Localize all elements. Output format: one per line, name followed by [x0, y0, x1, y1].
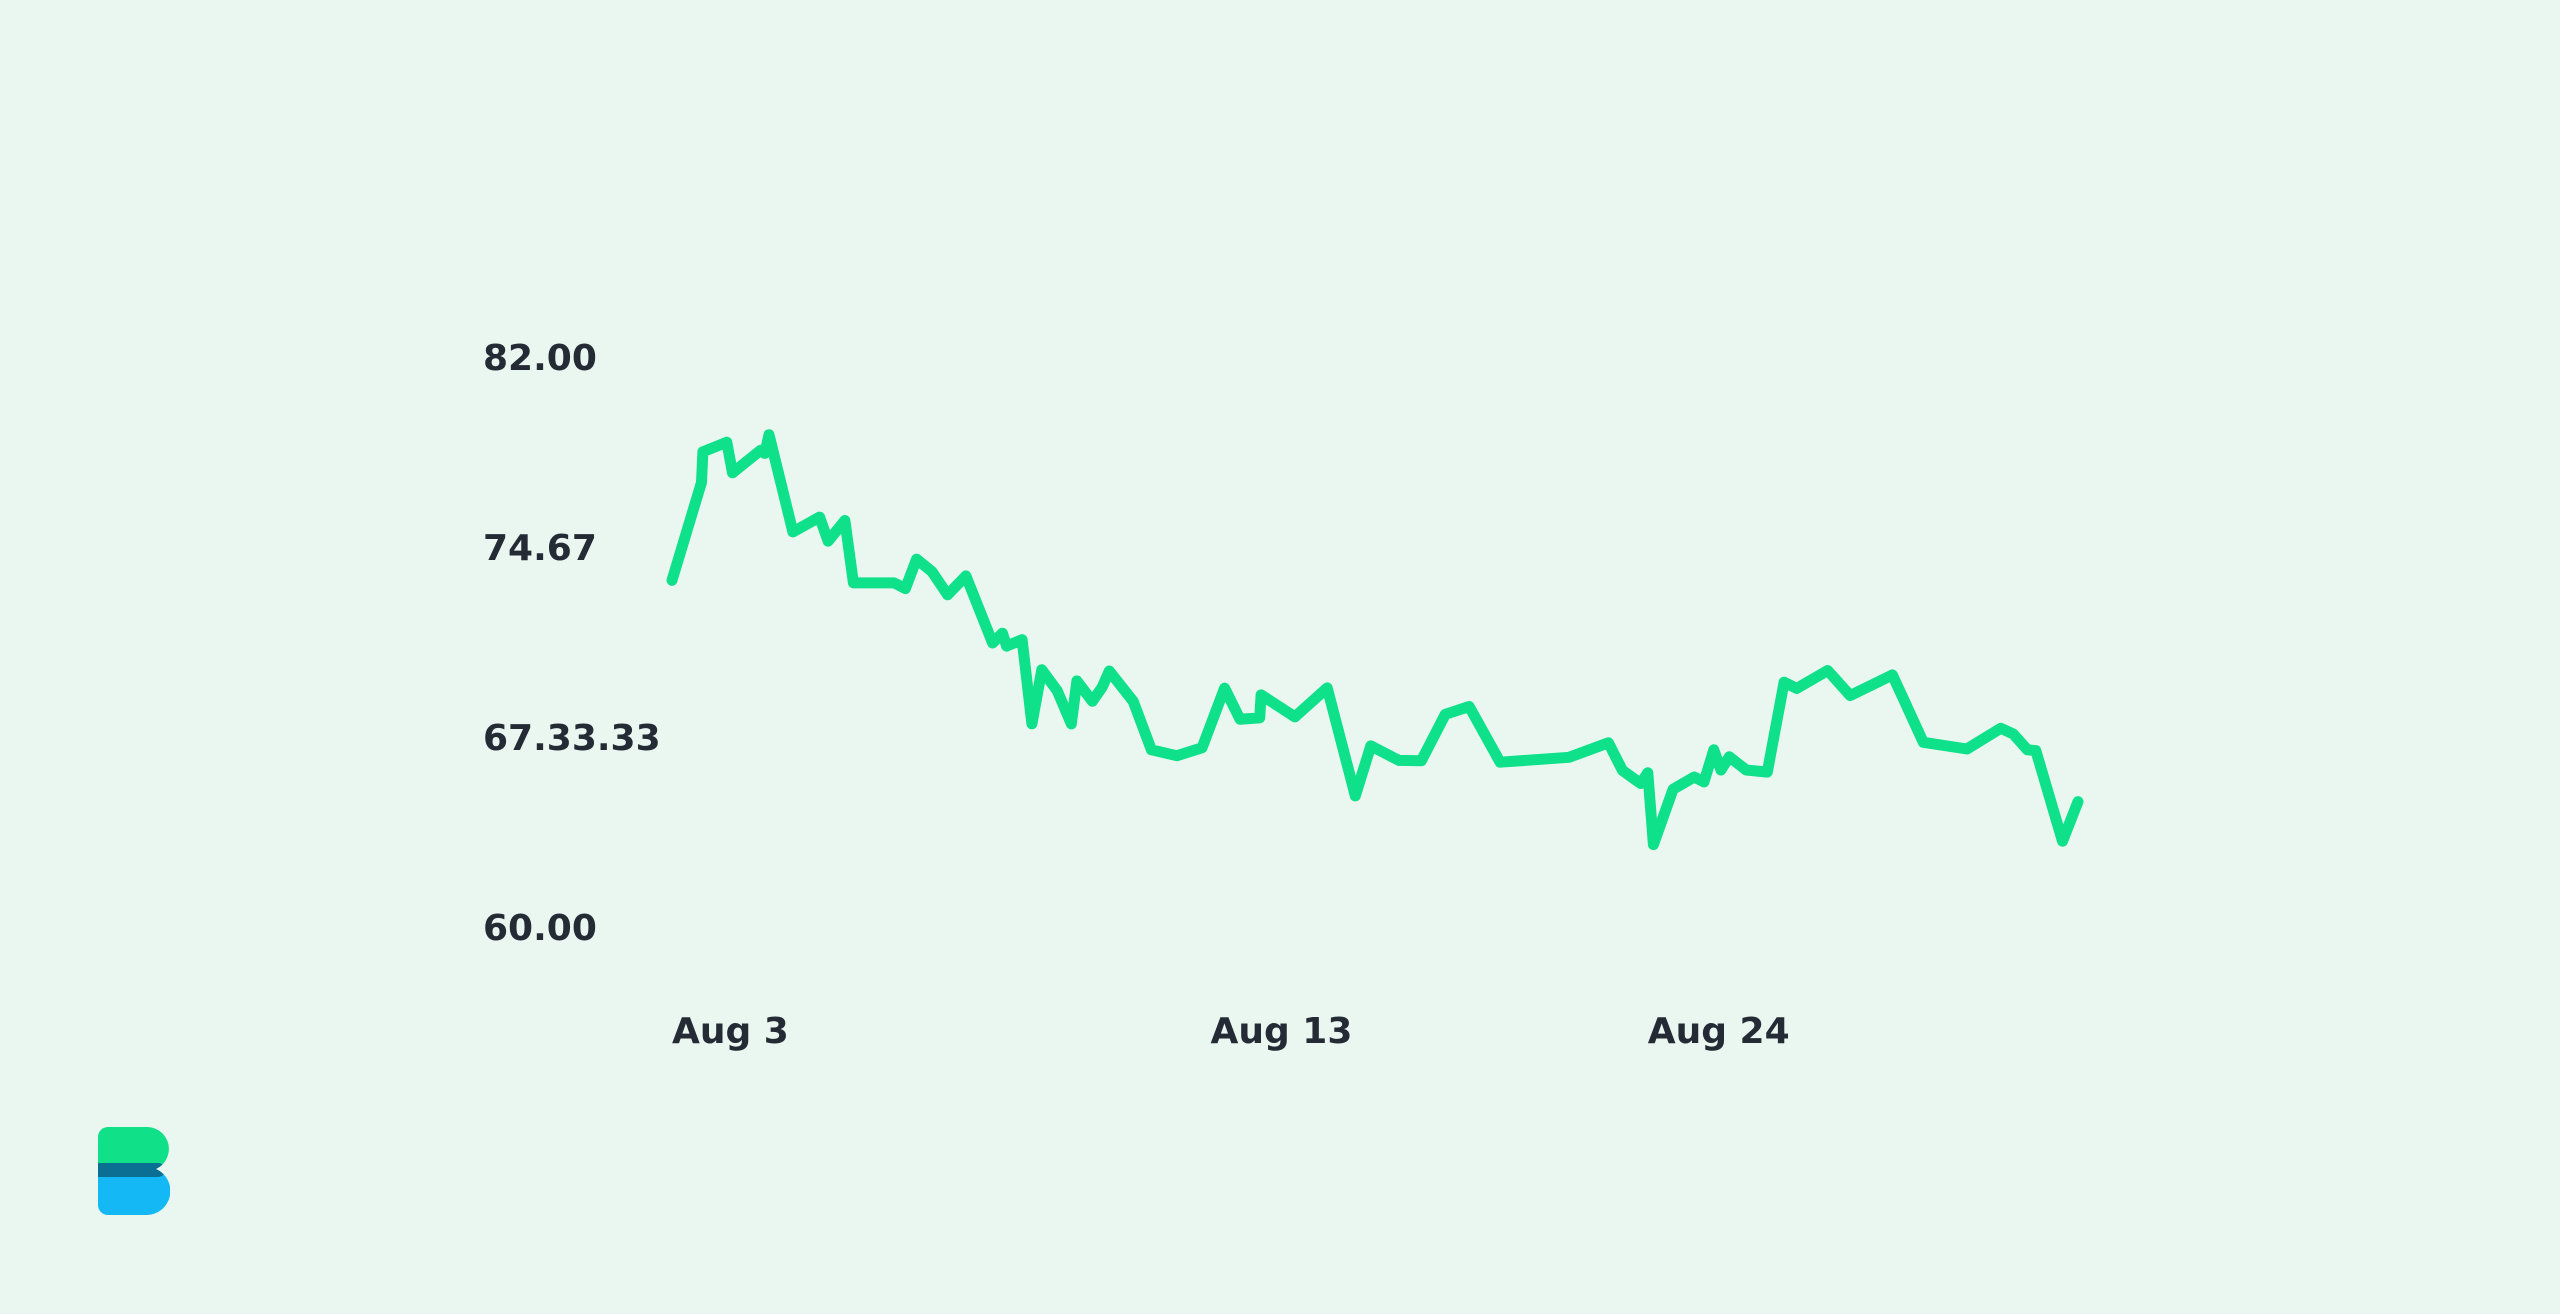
y-tick-label: 60.00: [483, 908, 597, 949]
x-tick-label: Aug 24: [1648, 1011, 1790, 1052]
x-tick-label: Aug 3: [672, 1011, 789, 1052]
y-axis-labels: 82.00 74.67 67.33.33 60.00: [483, 338, 661, 949]
brand-logo-icon: [98, 1127, 170, 1215]
x-tick-label: Aug 13: [1210, 1011, 1352, 1052]
price-series-line: [666, 429, 2084, 851]
y-tick-label: 74.67: [483, 528, 597, 569]
y-tick-label: 82.00: [483, 338, 597, 379]
x-axis-labels: Aug 3 Aug 13 Aug 24: [672, 1011, 1790, 1052]
y-tick-label: 67.33.33: [483, 718, 661, 759]
